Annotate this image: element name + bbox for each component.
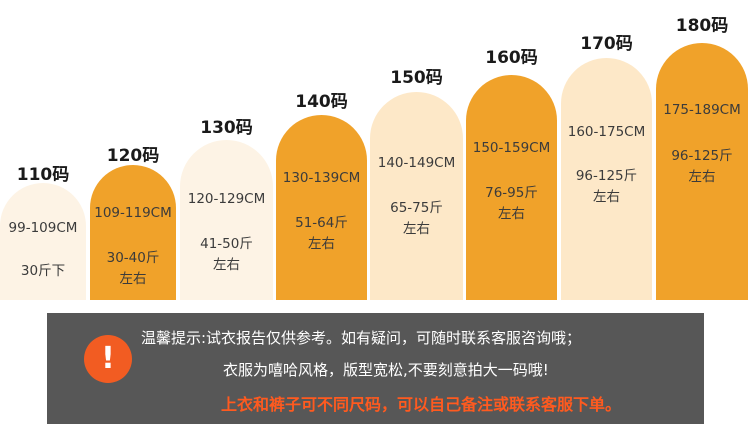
weight-range: 96-125斤 [671, 148, 733, 164]
weight-approx: 左右 [119, 271, 147, 287]
weight-range: 30斤下 [20, 263, 66, 279]
exclamation-icon: ! [84, 335, 132, 383]
size-arch [0, 183, 86, 300]
size-arch [656, 43, 748, 300]
size-arch [466, 75, 557, 300]
weight-approx: 左右 [308, 236, 335, 252]
weight-approx: 左右 [498, 206, 525, 222]
weight-approx: 左右 [593, 189, 620, 205]
weight-approx: 左右 [213, 257, 240, 273]
size-arch [180, 140, 273, 300]
weight-range: 96-125斤 [575, 168, 638, 184]
size-arch [90, 165, 176, 300]
weight-range: 76-95斤 [485, 185, 538, 201]
tip-line-1: 温馨提示:试衣报告仅供参考。如有疑问，可随时联系客服咨询哦； [141, 329, 582, 347]
weight-approx: 左右 [688, 169, 716, 185]
size-arch [561, 58, 652, 300]
tip-line-2: 衣服为嘻哈风格，版型宽松,不要刻意拍大一码哦! [223, 361, 549, 379]
size-label: 160码 [485, 48, 538, 68]
size-arch [276, 115, 367, 300]
weight-approx: 左右 [403, 221, 430, 237]
size-label: 110码 [16, 165, 70, 185]
tips-panel [47, 313, 704, 424]
size-label: 150码 [390, 68, 443, 88]
height-range: 130-139CM [282, 170, 361, 186]
height-range: 99-109CM [8, 220, 78, 236]
size-label: 180码 [675, 16, 729, 36]
weight-range: 51-64斤 [295, 215, 348, 231]
height-range: 160-175CM [567, 124, 646, 140]
height-range: 175-189CM [663, 102, 741, 118]
size-label: 120码 [106, 146, 160, 166]
height-range: 109-119CM [94, 205, 172, 221]
height-range: 150-159CM [472, 140, 551, 156]
size-label: 140码 [295, 92, 348, 112]
height-range: 140-149CM [377, 155, 456, 171]
weight-range: 65-75斤 [390, 200, 443, 216]
tip-line-3: 上衣和裤子可不同尺码，可以自己备注或联系客服下单。 [221, 395, 622, 414]
size-label: 170码 [580, 34, 633, 54]
height-range: 120-129CM [187, 191, 266, 207]
weight-range: 41-50斤 [200, 236, 253, 252]
size-label: 130码 [200, 118, 253, 138]
weight-range: 30-40斤 [106, 250, 160, 266]
size-arch [370, 92, 463, 300]
